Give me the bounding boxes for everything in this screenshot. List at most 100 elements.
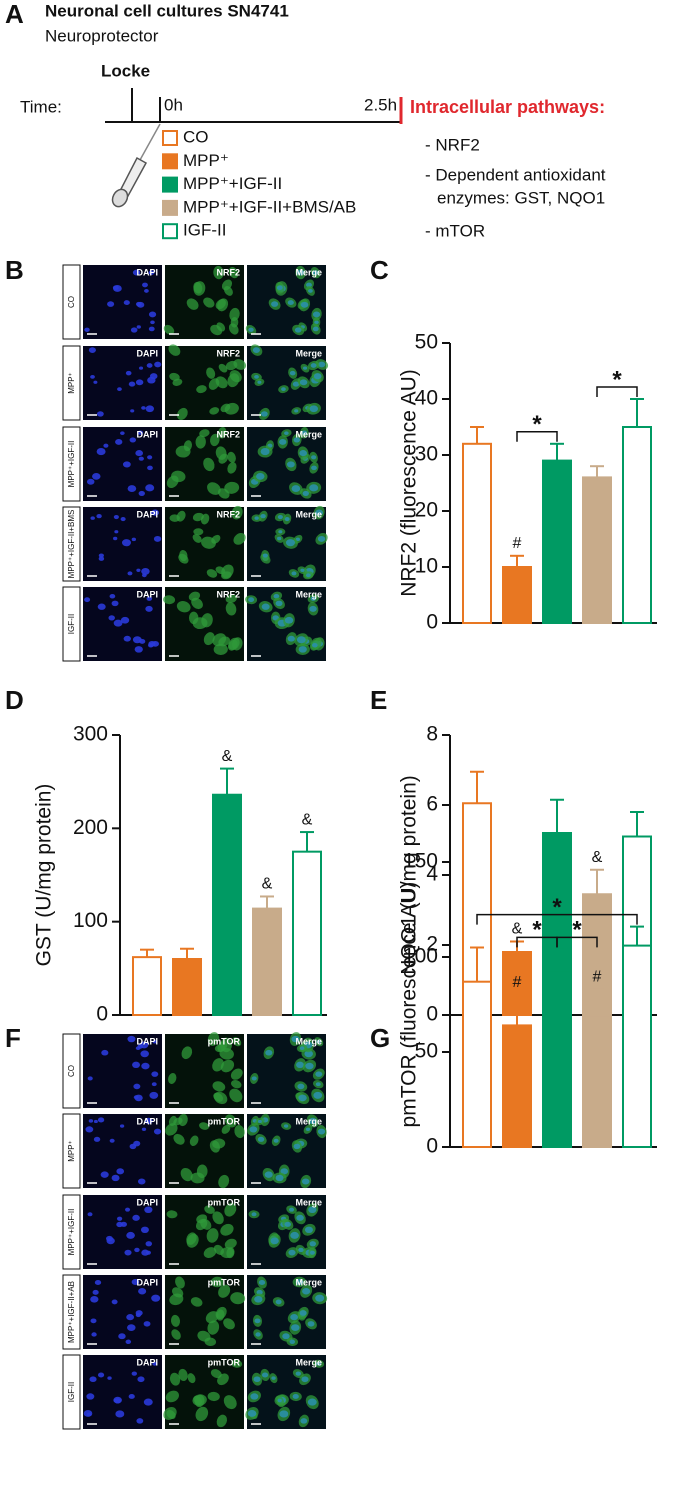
nucleus bbox=[98, 553, 104, 558]
nucleus bbox=[271, 1376, 276, 1380]
nucleus bbox=[96, 448, 106, 456]
nucleus bbox=[92, 1289, 99, 1295]
nucleus bbox=[296, 636, 306, 644]
cell-body bbox=[207, 1391, 220, 1402]
row-label: MPP⁺ bbox=[67, 1140, 76, 1162]
nucleus bbox=[86, 1393, 95, 1400]
nucleus bbox=[135, 1310, 143, 1316]
cell-body bbox=[196, 385, 207, 394]
cell-body bbox=[210, 1276, 225, 1288]
nucleus bbox=[248, 327, 254, 332]
nucleus bbox=[260, 448, 270, 456]
nucleus bbox=[116, 1216, 123, 1221]
nucleus bbox=[137, 430, 144, 435]
nucleus bbox=[145, 484, 155, 492]
nucleus bbox=[145, 1241, 153, 1247]
cell-body bbox=[192, 512, 204, 522]
nucleus bbox=[273, 1138, 279, 1143]
cell-body bbox=[201, 536, 216, 549]
cell-body bbox=[193, 1395, 202, 1406]
nucleus bbox=[279, 1410, 289, 1418]
nucleus bbox=[281, 387, 286, 392]
cell-body bbox=[213, 1244, 224, 1256]
nucleus bbox=[316, 1361, 322, 1366]
panel-letter: C bbox=[370, 255, 389, 285]
nucleus bbox=[314, 320, 319, 325]
nucleus bbox=[131, 537, 137, 542]
nucleus bbox=[107, 1376, 112, 1380]
cell-body bbox=[232, 1037, 242, 1047]
nucleus bbox=[290, 1231, 299, 1239]
row-label: MPP⁺+IGF-II bbox=[67, 441, 76, 488]
significance-star: * bbox=[532, 917, 542, 944]
nucleus bbox=[144, 1206, 153, 1214]
nucleus bbox=[108, 615, 115, 621]
nucleus bbox=[121, 539, 131, 547]
nucleus bbox=[153, 535, 162, 542]
cell-body bbox=[209, 407, 220, 415]
cell-body bbox=[207, 1032, 220, 1046]
y-axis-label: NQO1 (U/mg protein) bbox=[398, 775, 421, 975]
nucleus bbox=[90, 374, 95, 379]
row-label-box bbox=[62, 1194, 81, 1270]
cell-body bbox=[231, 1359, 243, 1368]
cell-body bbox=[200, 1218, 212, 1230]
nucleus bbox=[257, 1119, 262, 1124]
cell-body bbox=[213, 1091, 228, 1105]
cell-body bbox=[218, 363, 228, 373]
nucleus bbox=[137, 1376, 145, 1383]
nucleus bbox=[313, 1091, 323, 1099]
cell-body bbox=[204, 1337, 217, 1347]
nucleus bbox=[142, 282, 148, 288]
nucleus bbox=[141, 567, 150, 575]
cell-body bbox=[165, 1390, 179, 1403]
nucleus bbox=[117, 387, 122, 392]
panel-letter: B bbox=[5, 255, 24, 285]
channel-label: Merge bbox=[295, 348, 322, 358]
nucleus bbox=[297, 1083, 305, 1090]
nucleus bbox=[150, 320, 155, 325]
nucleus bbox=[296, 269, 305, 276]
channel-label: pmTOR bbox=[208, 1357, 241, 1367]
channel-label: DAPI bbox=[136, 1036, 158, 1046]
legend-label: CO bbox=[183, 127, 209, 146]
nucleus bbox=[284, 517, 290, 522]
y-axis-label: pmTOR (fluorescence AU) bbox=[398, 882, 421, 1128]
nucleus bbox=[265, 1049, 273, 1056]
cell-body bbox=[171, 1329, 181, 1340]
cell-body bbox=[176, 601, 191, 613]
nucleus bbox=[317, 535, 326, 542]
nucleus bbox=[275, 1174, 284, 1182]
channel-label: pmTOR bbox=[208, 1197, 241, 1207]
panel-letter: F bbox=[5, 1023, 21, 1053]
cell-body bbox=[215, 1306, 227, 1320]
nucleus bbox=[293, 1143, 301, 1150]
y-tick-label: 200 bbox=[73, 816, 108, 839]
nucleus bbox=[87, 1076, 93, 1081]
nucleus bbox=[309, 605, 317, 612]
nucleus bbox=[308, 1206, 317, 1214]
nucleus bbox=[111, 1174, 120, 1182]
nucleus bbox=[151, 509, 159, 516]
micrograph bbox=[83, 1034, 162, 1108]
nucleus bbox=[301, 430, 308, 435]
nucleus bbox=[292, 1393, 299, 1399]
nucleus bbox=[135, 1046, 141, 1051]
nucleus bbox=[90, 516, 95, 520]
nucleus bbox=[94, 1279, 102, 1286]
nucleus bbox=[141, 573, 147, 578]
nucleus bbox=[123, 635, 131, 642]
cell-body bbox=[179, 549, 188, 562]
nucleus bbox=[260, 514, 266, 519]
nucleus bbox=[311, 455, 317, 460]
nucleus bbox=[136, 568, 141, 572]
nucleus bbox=[103, 443, 109, 448]
cell-body bbox=[230, 1292, 246, 1305]
cell-body bbox=[231, 505, 243, 520]
channel-label: DAPI bbox=[136, 1357, 158, 1367]
bar bbox=[252, 907, 282, 1016]
cell-body bbox=[233, 533, 246, 545]
bar bbox=[212, 793, 242, 1016]
nucleus bbox=[127, 485, 137, 493]
bar bbox=[542, 459, 572, 624]
